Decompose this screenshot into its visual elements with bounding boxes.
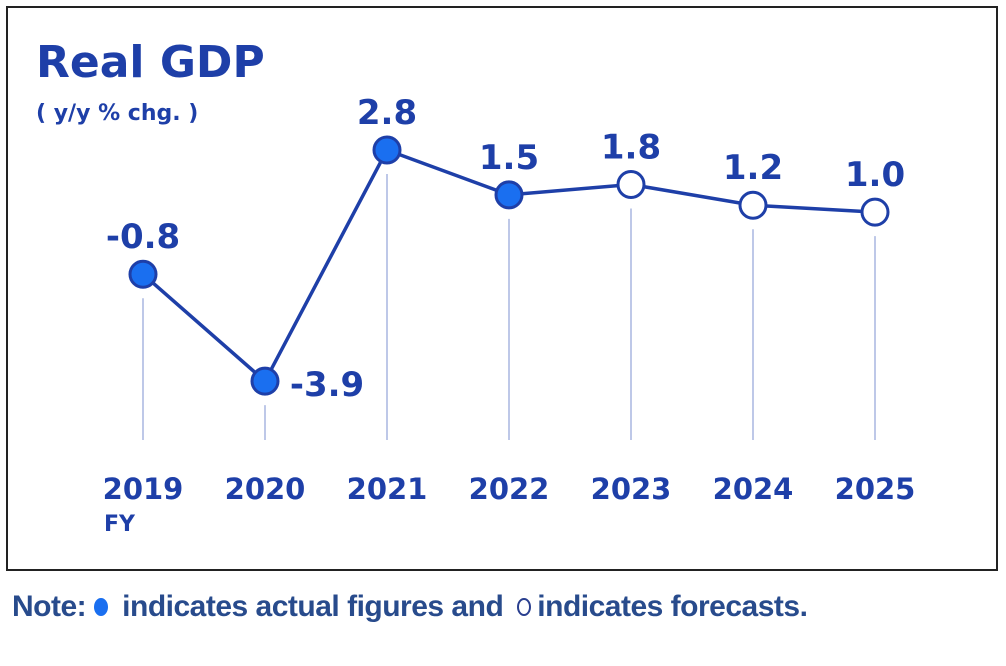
x-tick-label-2021: 2021 bbox=[347, 472, 428, 506]
legend-note: Note: indicates actual figures and indic… bbox=[12, 590, 808, 624]
data-point-2025 bbox=[860, 197, 890, 227]
note-actual-text: indicates actual figures and bbox=[122, 590, 504, 623]
data-point-2024 bbox=[738, 190, 768, 220]
real-gdp-line-chart: Real GDP ( y/y % chg. ) FY -0.8 2019 -3.9 2… bbox=[36, 37, 916, 537]
chart-subtitle: ( y/y % chg. ) bbox=[36, 101, 198, 126]
data-label-2019: -0.8 bbox=[106, 217, 180, 257]
forecast-marker-icon bbox=[517, 598, 532, 616]
data-label-2024: 1.2 bbox=[723, 148, 783, 188]
data-point-2023 bbox=[616, 170, 646, 199]
note-forecast-text: indicates forecasts. bbox=[537, 590, 808, 623]
x-tick-label-2024: 2024 bbox=[713, 472, 794, 506]
x-tick-label-2020: 2020 bbox=[225, 472, 306, 506]
data-label-2023: 1.8 bbox=[601, 128, 661, 168]
actual-marker-icon bbox=[94, 598, 109, 616]
x-tick-label-2019: 2019 bbox=[103, 472, 184, 506]
data-point-2021 bbox=[372, 135, 402, 165]
data-label-2021: 2.8 bbox=[357, 93, 417, 133]
x-tick-label-2023: 2023 bbox=[591, 472, 672, 506]
data-label-2025: 1.0 bbox=[845, 155, 905, 195]
x-tick-label-2022: 2022 bbox=[469, 472, 550, 506]
data-point-2020 bbox=[250, 366, 280, 396]
data-label-2022: 1.5 bbox=[479, 138, 539, 178]
x-tick-label-2025: 2025 bbox=[835, 472, 916, 506]
data-point-2022 bbox=[494, 180, 524, 210]
note-prefix: Note: bbox=[12, 590, 87, 623]
chart-title: Real GDP bbox=[36, 37, 265, 88]
data-label-2020: -3.9 bbox=[290, 365, 364, 405]
fy-label: FY bbox=[104, 512, 136, 537]
chart-frame bbox=[6, 6, 998, 571]
data-point-2019 bbox=[128, 259, 158, 289]
